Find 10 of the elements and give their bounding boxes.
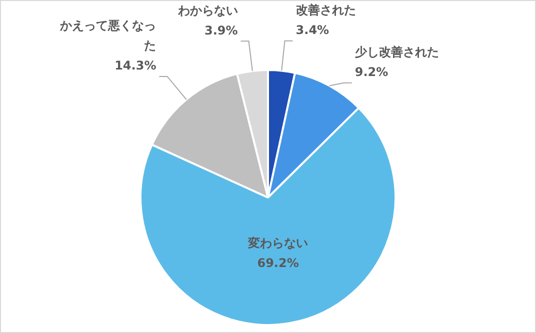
slice-label: 変わらない [247,236,308,250]
data-label: 9.2% [354,65,388,80]
data-label: 69.2% [257,256,299,270]
slice-label: かえって悪くなった [59,18,156,53]
data-label: 3.4% [296,23,330,38]
slice-label: 少し改善された [354,45,439,60]
slice-label: わからない [176,3,238,18]
slice-label: 改善された [296,3,356,18]
data-label: 14.3% [114,58,156,73]
data-label: 3.9% [204,23,238,38]
